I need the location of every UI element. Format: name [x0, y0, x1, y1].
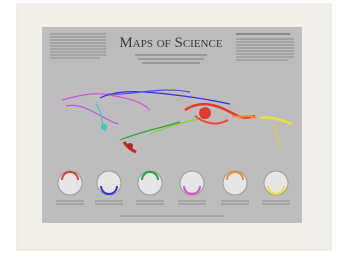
photo: Maps of Science [0, 0, 337, 253]
poster-title: Maps of Science [119, 35, 222, 51]
poster [42, 27, 302, 223]
page: Maps of Science ( [0, 0, 337, 253]
